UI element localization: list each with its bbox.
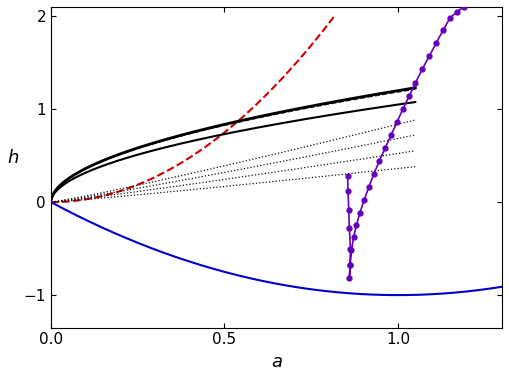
- X-axis label: a: a: [271, 353, 282, 371]
- Y-axis label: h: h: [7, 149, 18, 167]
